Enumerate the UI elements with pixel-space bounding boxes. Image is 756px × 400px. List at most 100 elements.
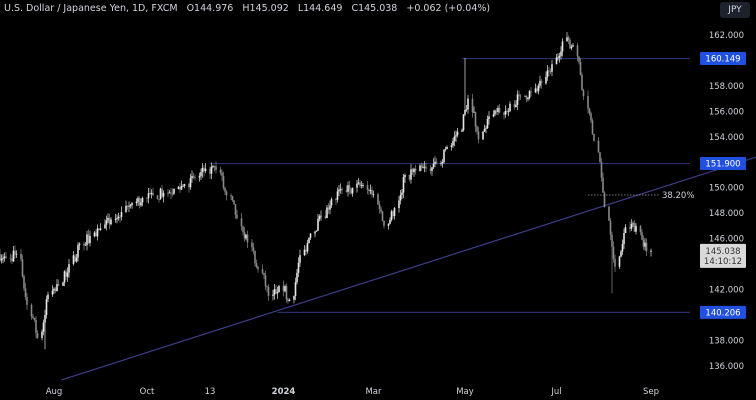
candle-body <box>161 188 163 197</box>
time-tick-label: Mar <box>365 387 382 397</box>
candle-body <box>96 228 99 237</box>
candle-body <box>68 264 70 273</box>
candle-body <box>297 262 300 273</box>
candle-body <box>182 185 184 187</box>
candle-body <box>224 187 226 192</box>
candle-body <box>119 216 121 218</box>
candle-body <box>296 272 298 283</box>
candle-body <box>453 136 456 141</box>
candle-body <box>431 167 433 171</box>
candle-body <box>0 253 1 261</box>
candle-body <box>242 226 244 232</box>
candle-body <box>450 145 453 147</box>
candle-body <box>179 186 181 190</box>
candle-body <box>383 220 385 226</box>
candle-body <box>372 194 375 195</box>
candle-body <box>309 233 312 238</box>
candle-body <box>233 200 235 205</box>
candle-body <box>537 85 540 92</box>
fib-group: 38.20% <box>588 191 694 201</box>
candle-body <box>423 166 426 168</box>
price-axis[interactable]: 136.000 138.000 142.000 146.000 148.000 150.0… <box>700 31 746 372</box>
candle-body <box>87 234 90 244</box>
level-price-badge <box>700 305 746 319</box>
candle-body <box>5 256 7 258</box>
candle-body <box>230 195 232 197</box>
candle-body <box>551 64 553 72</box>
candle-body <box>263 273 265 276</box>
candle-body <box>471 98 474 113</box>
candle-body <box>530 91 532 93</box>
price-tick-label: 142.000 <box>709 286 744 296</box>
candle-body <box>422 167 424 169</box>
candle-body <box>356 183 358 188</box>
candle-body <box>53 288 55 291</box>
candle-body <box>12 250 15 262</box>
candle-body <box>240 218 243 227</box>
candle-body <box>221 172 223 176</box>
candle-body <box>378 204 381 209</box>
candle-body <box>513 103 516 108</box>
candle-body <box>318 216 321 220</box>
candle-body <box>162 192 165 197</box>
time-axis[interactable]: Aug Oct 13 2024 Mar May Jul Sep <box>46 387 659 397</box>
candle-body <box>299 255 301 263</box>
candle-body <box>327 207 330 210</box>
candle-body <box>650 250 652 252</box>
candle-body <box>609 220 612 235</box>
candle-body <box>641 232 643 240</box>
candle-body <box>257 266 259 270</box>
candle-body <box>455 135 457 137</box>
time-tick-label: May <box>456 387 474 397</box>
candle-body <box>57 284 60 286</box>
candle-body <box>639 225 642 233</box>
candle-body <box>392 211 394 216</box>
ohlc-high: H145.092 <box>242 3 289 14</box>
candle-body <box>171 193 174 195</box>
candle-body <box>350 189 352 194</box>
candle-body <box>371 189 373 195</box>
candle-body <box>125 205 127 212</box>
candle-body <box>612 246 615 259</box>
candle-body <box>561 41 564 52</box>
candle-body <box>168 192 171 194</box>
candle-body <box>326 207 328 219</box>
candle-body <box>203 167 205 172</box>
level-price-label: 160.149 <box>705 55 740 65</box>
candle-body <box>540 80 543 84</box>
candle-body <box>474 111 477 127</box>
candle-body <box>446 147 448 149</box>
last-price-label: 145.038 <box>705 247 740 257</box>
candle-body <box>629 227 631 229</box>
candle-body <box>56 284 58 292</box>
candle-body <box>444 148 447 150</box>
candle-body <box>78 243 81 246</box>
candle-body <box>275 289 277 294</box>
candle-body <box>159 188 162 200</box>
candle-body <box>462 114 465 131</box>
candle-body <box>36 333 39 338</box>
candle-body <box>558 55 561 58</box>
currency-button[interactable]: JPY <box>720 2 750 18</box>
ohlc-change: +0.062 (+0.04%) <box>406 3 491 14</box>
candle-body <box>504 110 507 115</box>
candle-body <box>336 191 339 200</box>
candle-body <box>75 257 78 262</box>
candle-body <box>15 253 18 255</box>
candle-body <box>429 168 432 171</box>
candle-body <box>231 196 234 201</box>
candle-body <box>425 166 427 169</box>
candle-body <box>389 219 391 224</box>
candle-body <box>156 195 159 200</box>
candle-body <box>507 111 510 112</box>
candle-body <box>624 227 627 234</box>
candle-body <box>245 234 247 239</box>
candle-body <box>236 214 238 219</box>
trendline-group <box>61 156 756 381</box>
candle-body <box>390 211 393 220</box>
candle-body <box>435 161 438 164</box>
candle-body <box>170 192 172 194</box>
candle-body <box>645 242 648 252</box>
candle-body <box>273 289 276 295</box>
